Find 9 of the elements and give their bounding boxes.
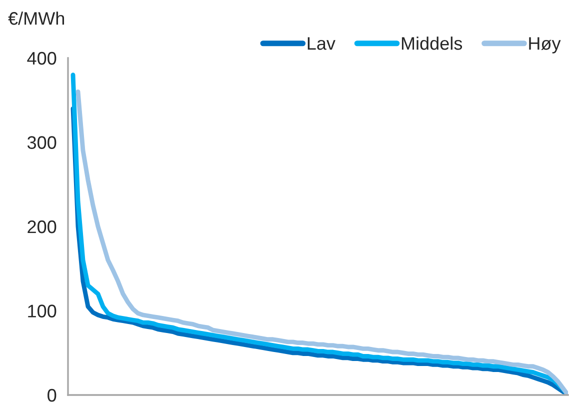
y-tick-label: 400 [27, 52, 56, 65]
legend-label: Høy [529, 37, 561, 54]
y-tick-label: 300 [27, 136, 56, 149]
legend-label: Lav [308, 37, 336, 50]
legend-label: Middels [402, 36, 462, 50]
y-tick-label: 0 [48, 388, 56, 402]
y-tick-label: 200 [28, 220, 56, 234]
y-tick-label: 100 [28, 304, 56, 318]
y-axis-title: €/MWh [8, 12, 64, 25]
